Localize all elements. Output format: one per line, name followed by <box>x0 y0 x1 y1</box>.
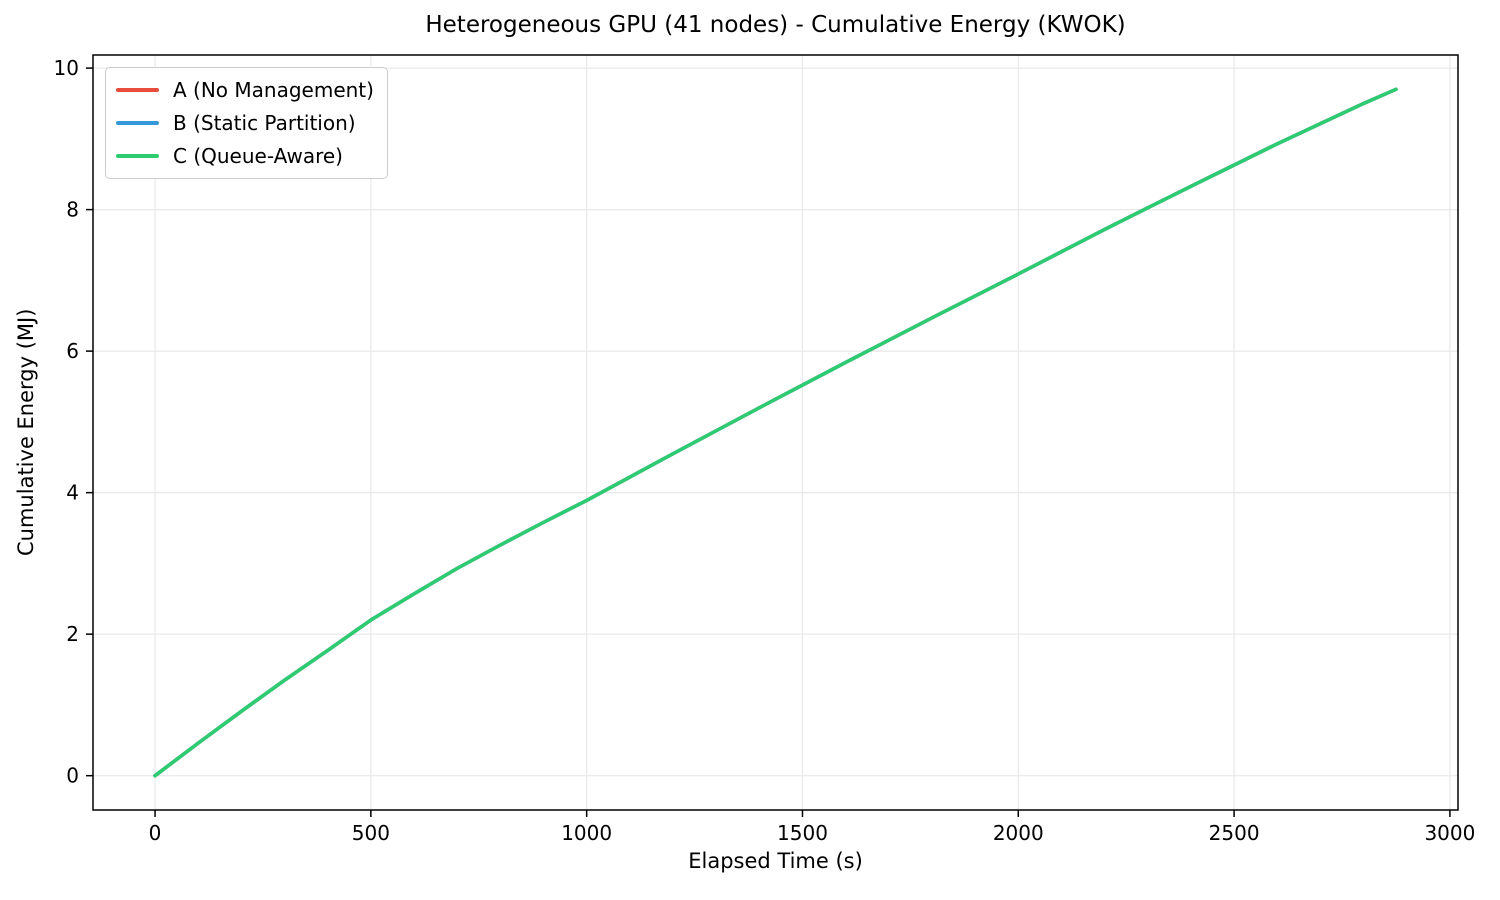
legend-line-swatch-a <box>116 88 159 92</box>
plot-border <box>92 54 1459 811</box>
y-tick-label: 4 <box>66 481 79 505</box>
y-tick-label: 10 <box>54 56 79 80</box>
legend-label-a: A (No Management) <box>173 78 374 102</box>
legend-item-a: A (No Management) <box>116 78 374 102</box>
legend-label-c: C (Queue-Aware) <box>173 144 343 168</box>
chart-title: Heterogeneous GPU (41 nodes) - Cumulativ… <box>425 12 1126 38</box>
legend-item-c: C (Queue-Aware) <box>116 144 373 168</box>
legend-item-b: B (Static Partition) <box>116 111 373 135</box>
x-tick-label: 3000 <box>1424 821 1475 845</box>
x-axis-label: Elapsed Time (s) <box>688 849 863 873</box>
x-tick-label: 2500 <box>1209 821 1260 845</box>
x-tick-label: 1000 <box>561 821 612 845</box>
legend-label-b: B (Static Partition) <box>173 111 356 135</box>
x-tick-label: 0 <box>149 821 162 845</box>
y-tick-label: 2 <box>66 622 79 646</box>
x-tick-label: 2000 <box>993 821 1044 845</box>
legend: A (No Management) B (Static Partition) C… <box>105 67 388 179</box>
x-tick-label: 500 <box>352 821 390 845</box>
legend-line-swatch-c <box>116 154 159 158</box>
series-line-c <box>153 87 1398 778</box>
y-axis-label: Cumulative Energy (MJ) <box>14 308 38 556</box>
y-tick-label: 0 <box>66 764 79 788</box>
legend-line-swatch-b <box>116 121 159 125</box>
series-line-a <box>153 87 1398 778</box>
y-tick-label: 6 <box>66 339 79 363</box>
x-tick-label: 1500 <box>777 821 828 845</box>
y-tick-label: 8 <box>66 198 79 222</box>
series-line-b <box>153 87 1398 778</box>
